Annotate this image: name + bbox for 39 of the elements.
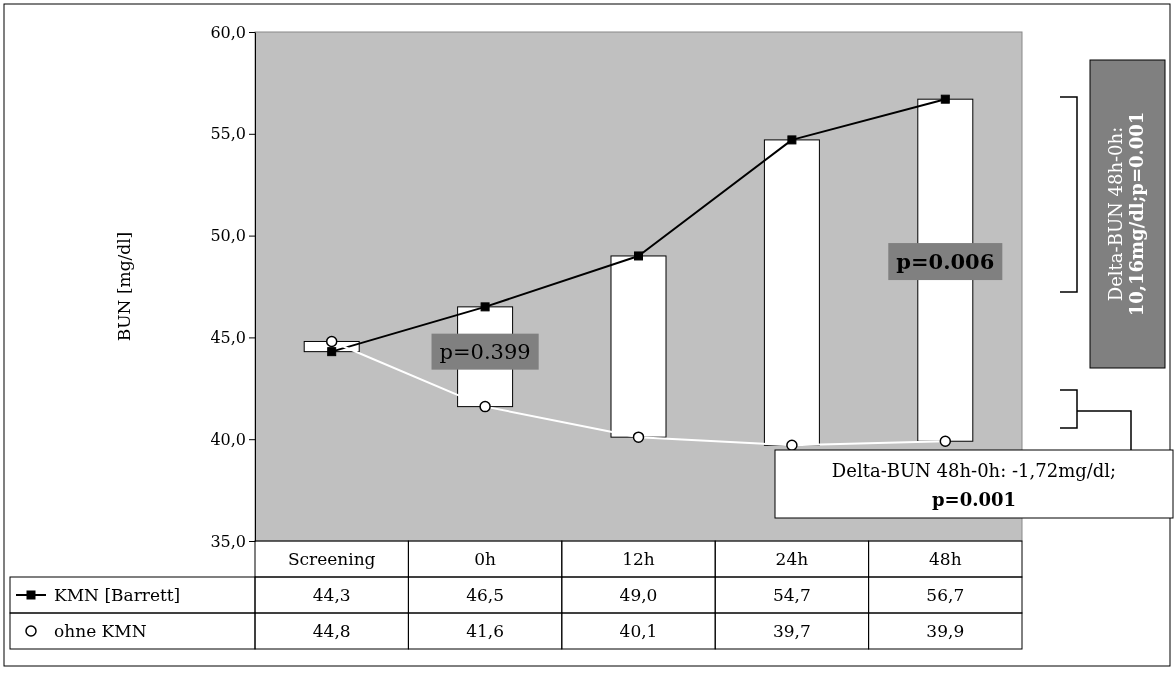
annotation: p=0.001	[931, 489, 1017, 510]
data-label: 54,7	[772, 585, 811, 605]
annotation: Delta-BUN 48h-0h: -1,72mg/dl;	[831, 460, 1117, 481]
point	[480, 302, 490, 312]
annotation: p=0.399	[439, 339, 531, 364]
x-tick-label: 12h	[622, 549, 655, 569]
point	[632, 431, 645, 443]
point	[939, 435, 952, 447]
data-label: 46,5	[466, 585, 505, 605]
y-tick-label: 50,0	[210, 226, 246, 246]
point	[787, 135, 797, 145]
y-tick-label: 40,0	[210, 429, 246, 449]
y-tick-label: 45,0	[210, 328, 246, 348]
data-label: 39,7	[772, 621, 811, 641]
data-label: 39,9	[926, 621, 965, 641]
y-axis-title: BUN [mg/dl]	[114, 231, 134, 342]
text: Delta-BUN 48h-0h:	[1104, 126, 1126, 302]
x-tick-label: 0h	[474, 549, 497, 569]
point	[327, 347, 337, 357]
y-tick-label: 35,0	[210, 531, 246, 551]
x-tick-label: 48h	[929, 549, 962, 569]
legend-label: KMN [Barrett]	[54, 585, 181, 605]
data-label: 44,8	[312, 621, 351, 641]
point	[634, 251, 643, 261]
data-label: 40,1	[619, 621, 658, 641]
data-label: 49,0	[619, 585, 658, 605]
data-label: 56,7	[926, 585, 965, 605]
point	[325, 335, 338, 348]
point	[479, 400, 491, 413]
x-tick-label: Screening	[287, 549, 376, 569]
annotation: p=0.006	[896, 249, 995, 275]
y-tick-label: 55,0	[210, 124, 246, 144]
y-tick-label: 60,0	[210, 22, 246, 42]
text: 10,16mg/dl;p=0.001	[1126, 111, 1148, 317]
data-label: 44,3	[312, 585, 351, 605]
point	[940, 94, 950, 104]
x-tick-label: 24h	[775, 549, 809, 569]
legend-label: ohne KMN	[54, 621, 147, 641]
data-label: 41,6	[466, 621, 505, 641]
